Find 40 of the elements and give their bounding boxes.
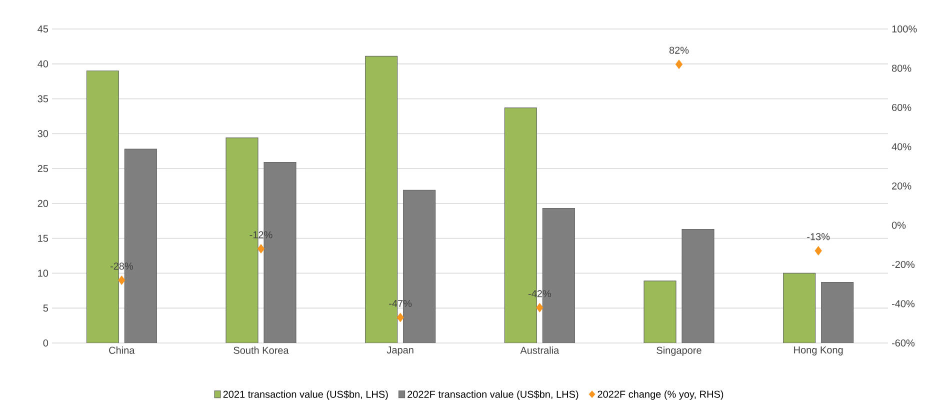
x-tick-label: China xyxy=(109,346,135,354)
bar xyxy=(821,282,854,343)
data-label: 82% xyxy=(669,46,689,54)
x-tick-label: South Korea xyxy=(234,346,289,354)
y2-tick-label: 60% xyxy=(892,104,912,112)
y-tick-label: 20 xyxy=(38,200,48,207)
y-tick-label: 25 xyxy=(38,165,48,172)
legend-label: 2021 transaction value (US$bn, LHS) xyxy=(223,390,388,400)
y-tick-label: 10 xyxy=(38,270,48,277)
x-tick-label: Singapore xyxy=(656,346,702,356)
bar xyxy=(644,280,676,343)
y-tick-label: 30 xyxy=(38,130,48,138)
point xyxy=(396,312,404,322)
point xyxy=(536,302,544,312)
y2-tick-label: 20% xyxy=(892,182,912,190)
y-tick-label: 40 xyxy=(38,60,48,68)
point xyxy=(675,60,683,70)
bar xyxy=(682,228,714,343)
y-tick-label: 0 xyxy=(43,339,48,347)
x-tick-label: Australia xyxy=(520,346,560,354)
legend-label: 2022F transaction value (US$bn, LHS) xyxy=(408,390,578,400)
y2-tick-label: 100% xyxy=(892,25,917,33)
point xyxy=(814,246,822,256)
y-tick-label: 5 xyxy=(43,304,48,312)
y2-tick-label: -20% xyxy=(892,260,915,268)
y2-tick-label: -40% xyxy=(892,300,915,308)
point xyxy=(257,244,265,254)
y2-tick-label: -60% xyxy=(892,339,915,347)
legend-label: 2022F change (% yoy, RHS) xyxy=(598,390,724,400)
y-tick-label: 45 xyxy=(38,26,48,32)
y2-tick-label: 80% xyxy=(892,64,912,72)
point xyxy=(118,276,126,285)
x-tick-label: Japan xyxy=(386,346,414,356)
data-label: -13% xyxy=(807,233,830,240)
y2-tick-label: 0% xyxy=(892,222,906,229)
y2-tick-label: 40% xyxy=(892,143,912,150)
y-tick-label: 15 xyxy=(38,234,48,242)
bar xyxy=(783,272,816,343)
x-tick-label: Hong Kong xyxy=(794,346,843,356)
y-tick-label: 35 xyxy=(38,95,48,102)
